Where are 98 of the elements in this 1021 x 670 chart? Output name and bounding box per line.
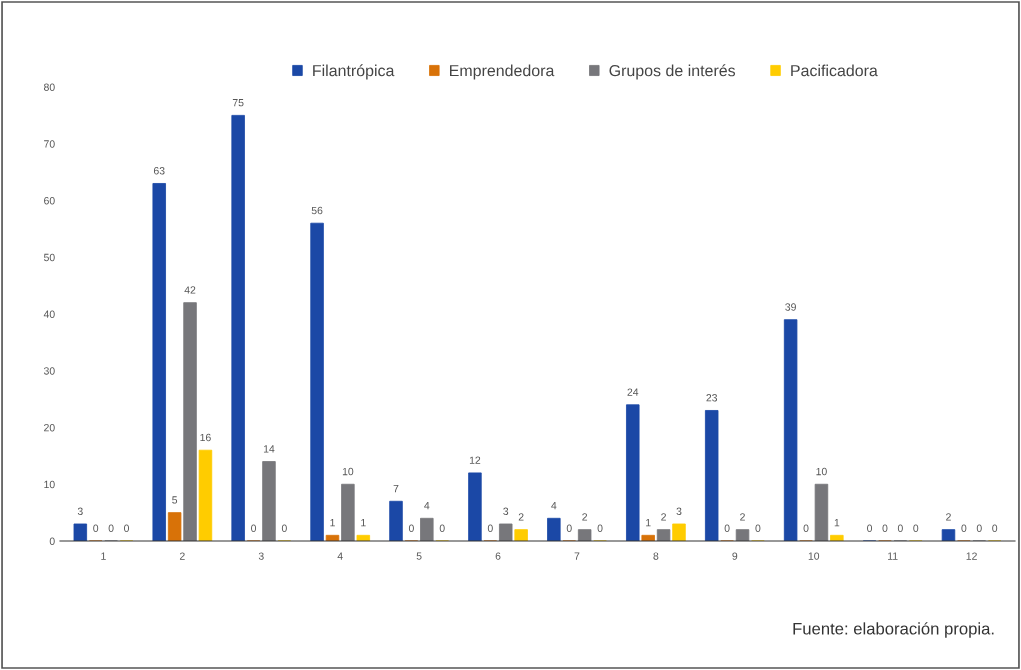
x-tick-label: 4 [337,552,343,560]
data-label: 0 [755,524,761,532]
data-label: 0 [597,524,603,532]
data-label: 1 [646,519,651,527]
data-label: 39 [785,303,796,311]
data-label: 75 [232,99,244,107]
bar [577,529,592,541]
y-tick-label: 70 [44,140,55,148]
data-label: 0 [408,524,414,532]
bar [420,517,434,541]
legend-label: Filantrópica [313,64,395,80]
data-label: 24 [627,388,639,396]
data-label: 10 [816,467,827,476]
data-label: 0 [566,524,572,532]
bar [783,319,798,541]
bar [814,483,829,541]
data-label: 2 [661,513,666,521]
data-label: 23 [706,394,718,402]
data-label: 2 [518,513,524,521]
data-label: 12 [469,456,481,464]
data-label: 1 [361,519,366,527]
data-label: 5 [172,496,178,504]
x-tick-label: 1 [101,552,106,560]
x-tick-label: 7 [574,552,580,560]
data-label: 0 [867,524,873,532]
data-label: 1 [330,519,335,527]
data-label: 0 [913,524,919,532]
data-label: 0 [976,524,982,532]
bar [152,183,166,541]
data-label: 3 [676,507,682,515]
bar [167,512,182,541]
data-label: 1 [834,519,840,527]
bar [514,529,528,541]
bar [468,472,482,541]
x-tick-label: 6 [495,552,501,560]
bar [547,517,561,541]
data-label: 0 [251,524,257,532]
y-tick-label: 80 [44,83,55,91]
y-tick-label: 40 [43,310,55,318]
x-tick-label: 12 [966,552,977,560]
y-tick-label: 30 [43,367,55,375]
data-label: 0 [897,524,903,532]
x-tick-label: 8 [653,552,659,560]
data-label: 0 [93,524,99,532]
bar [310,222,324,541]
x-tick-label: 10 [808,552,820,560]
data-label: 4 [551,502,557,510]
bar [672,523,686,541]
x-tick-label: 2 [179,552,185,560]
legend-label: Emprendedora [450,64,555,80]
data-label: 0 [439,524,445,532]
legend-label: Grupos de interés [609,64,736,80]
bar [389,500,403,541]
bar [183,302,197,541]
data-label: 2 [946,513,951,521]
bar [499,523,513,541]
y-tick-label: 50 [43,253,55,262]
y-tick-label: 10 [44,480,55,489]
data-label: 2 [582,513,588,521]
x-tick-label: 3 [258,552,264,560]
x-tick-label: 9 [732,552,738,560]
y-tick-label: 20 [44,424,55,432]
data-label: 0 [803,524,809,532]
data-label: 0 [108,524,114,532]
data-label: 7 [393,485,399,493]
source-note: Fuente: elaboración propia. [793,622,994,638]
data-label: 0 [992,524,998,532]
data-label: 16 [200,433,211,442]
data-label: 0 [124,524,130,532]
bar [626,404,640,541]
data-label: 56 [311,206,323,215]
data-label: 63 [153,167,165,175]
y-tick-label: 0 [49,537,55,545]
bar [656,529,671,541]
data-label: 10 [342,467,354,476]
bar [941,529,956,541]
data-label: 0 [487,524,493,532]
x-tick-label: 5 [416,552,422,560]
data-label: 0 [281,524,287,532]
data-label: 14 [263,445,275,453]
bar [704,410,719,541]
bar [262,461,276,541]
bar [73,523,88,541]
y-tick-label: 60 [44,197,55,205]
bar [341,483,355,541]
data-label: 42 [184,286,196,294]
x-tick-label: 11 [888,552,898,560]
data-label: 4 [424,502,430,510]
data-label: 2 [740,513,745,521]
bar [198,449,213,541]
data-label: 0 [961,524,967,532]
legend-label: Pacificadora [791,64,878,77]
data-label: 3 [77,507,83,515]
data-label: 3 [503,507,509,515]
data-label: 0 [724,524,730,532]
bar [231,114,245,541]
bar [735,529,750,541]
data-label: 0 [882,524,888,532]
